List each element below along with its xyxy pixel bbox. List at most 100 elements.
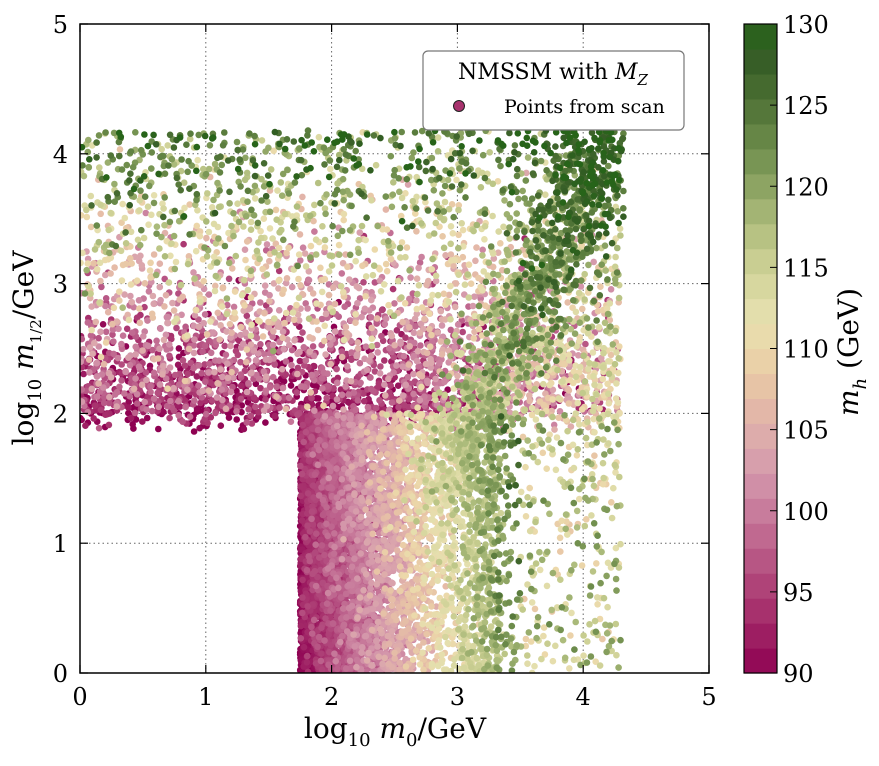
scatter-point: [307, 528, 314, 535]
scatter-point: [327, 607, 334, 614]
scatter-point: [304, 603, 311, 610]
scatter-point: [299, 594, 306, 601]
scatter-point: [191, 428, 198, 435]
scatter-point: [100, 321, 107, 328]
scatter-point: [276, 404, 283, 411]
scatter-point: [323, 395, 330, 402]
scatter-point: [184, 371, 191, 378]
scatter-point: [233, 416, 240, 423]
scatter-point: [309, 508, 316, 515]
scatter-point: [305, 490, 312, 497]
scatter-point: [180, 357, 187, 364]
scatter-point: [300, 422, 307, 429]
scatter-point: [448, 327, 455, 334]
scatter-point: [299, 610, 306, 617]
scatter-point: [160, 409, 167, 416]
scatter-point: [304, 653, 311, 660]
scatter-point: [237, 359, 244, 366]
scatter-point: [297, 483, 304, 490]
scatter-point: [180, 241, 187, 248]
scatter-point: [379, 307, 386, 314]
scatter-point: [387, 382, 394, 389]
scatter-point: [300, 439, 307, 446]
scatter-point: [182, 324, 189, 331]
scatter-point: [241, 426, 248, 433]
scatter-point: [98, 407, 105, 414]
scatter-point: [312, 568, 319, 575]
scatter-point: [355, 397, 362, 404]
scatter-point: [325, 662, 332, 669]
scatter-point: [316, 634, 323, 641]
scatter-point: [304, 567, 311, 574]
scatter-point: [221, 343, 228, 350]
scatter-point: [139, 418, 146, 425]
scatter-point: [175, 362, 182, 369]
scatter-point: [305, 669, 312, 676]
scatter-point: [294, 411, 301, 418]
scatter-point: [333, 366, 340, 373]
scatter-point: [252, 404, 259, 411]
scatter-point: [334, 666, 341, 673]
scatter-point: [381, 357, 388, 364]
scatter-point: [262, 396, 269, 403]
scatter-point: [373, 405, 380, 412]
scatter-point: [106, 422, 113, 429]
scatter-point: [299, 471, 306, 478]
scatter-point: [297, 463, 304, 470]
scatter-point: [360, 279, 367, 286]
scatter-point: [390, 286, 397, 293]
scatter-point: [304, 659, 311, 666]
scatter-point: [238, 396, 245, 403]
scatter-point: [101, 400, 108, 407]
scatter-point: [303, 429, 310, 436]
scatter-point: [98, 284, 105, 291]
scatter-point: [199, 348, 206, 355]
scatter-point: [202, 343, 209, 350]
scatter-point: [262, 419, 269, 426]
scatter-point: [172, 372, 179, 379]
scatter-point: [298, 635, 305, 642]
scatter-point: [304, 522, 311, 529]
scatter-point: [118, 361, 125, 368]
scatter-point: [257, 341, 264, 348]
scatter-point: [459, 329, 466, 336]
scatter-point: [179, 418, 186, 425]
scatter-point: [155, 426, 162, 433]
scatter-point: [298, 493, 305, 500]
scatter-point: [212, 410, 219, 417]
scatter-point: [315, 395, 322, 402]
scatter-point: [238, 383, 245, 390]
scatter-point: [202, 378, 209, 385]
scatter-point: [173, 325, 180, 332]
scatter-point: [312, 471, 319, 478]
scatter-point: [297, 452, 304, 459]
scatter-point: [82, 422, 89, 429]
scatter-point: [302, 534, 309, 541]
scatter-point: [310, 482, 317, 489]
scatter-point: [154, 390, 161, 397]
scatter-point: [92, 402, 99, 409]
scatter-point: [128, 415, 135, 422]
scatter-point: [401, 402, 408, 409]
scatter-point: [218, 422, 225, 429]
scatter-point: [248, 413, 255, 420]
scatter-point: [226, 414, 233, 421]
scatter-point: [361, 398, 368, 405]
scatter-point: [298, 623, 305, 630]
scatter-point: [80, 371, 87, 378]
scatter-point: [245, 406, 252, 413]
scatter-point: [321, 552, 328, 559]
scatter-point: [377, 363, 384, 370]
scatter-point: [96, 425, 103, 432]
scatter-point: [299, 517, 306, 524]
scatter-point: [299, 577, 306, 584]
scatter-point: [311, 617, 318, 624]
scatter-point: [308, 434, 315, 441]
scatter-point: [318, 624, 325, 631]
scatter-point: [582, 341, 589, 348]
scatter-point: [166, 415, 173, 422]
scatter-point: [317, 536, 324, 543]
scatter-point: [376, 397, 383, 404]
